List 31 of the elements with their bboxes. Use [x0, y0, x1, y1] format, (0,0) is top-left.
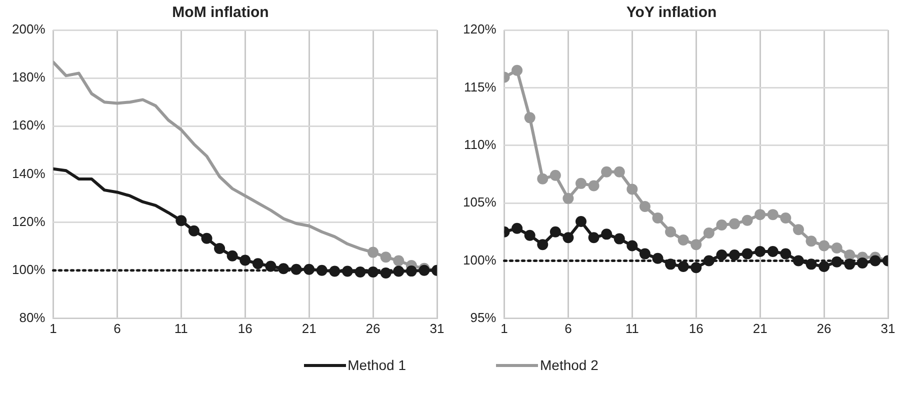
y-tick-label: 100%: [463, 252, 497, 268]
x-tick-label: 6: [114, 320, 121, 336]
x-tick-label: 1: [50, 320, 57, 336]
y-tick-label: 115%: [464, 79, 497, 94]
x-tick-label: 31: [430, 320, 444, 336]
x-tick-label: 21: [752, 320, 768, 336]
y-tick-label: 110%: [464, 136, 497, 152]
y-tick-label: 160%: [12, 118, 46, 133]
x-tick-label: 11: [625, 320, 639, 336]
y-tick-label: 105%: [463, 194, 497, 210]
y-tick-label: 95%: [470, 310, 497, 325]
x-tick-label: 16: [238, 320, 252, 336]
x-tick-label: 1: [500, 320, 508, 336]
y-tick-label: 200%: [12, 22, 46, 37]
y-tick-label: 120%: [463, 22, 497, 37]
chart-title: YoY inflation: [626, 4, 717, 22]
x-tick-label: 21: [302, 320, 316, 336]
x-tick-label: 26: [816, 320, 832, 336]
legend-label: Method 2: [540, 357, 598, 373]
y-tick-label: 120%: [12, 214, 46, 229]
x-tick-label: 16: [688, 320, 704, 336]
x-tick-label: 6: [564, 320, 572, 336]
x-tick-label: 11: [174, 320, 188, 336]
x-tick-label: 26: [366, 320, 380, 336]
y-tick-label: 140%: [12, 166, 46, 181]
y-tick-label: 180%: [12, 70, 46, 85]
y-tick-label: 80%: [19, 310, 46, 325]
x-tick-label: 31: [880, 320, 896, 336]
chart-title: MoM inflation: [172, 4, 269, 22]
y-tick-label: 100%: [12, 262, 46, 277]
legend-label: Method 1: [348, 357, 406, 373]
